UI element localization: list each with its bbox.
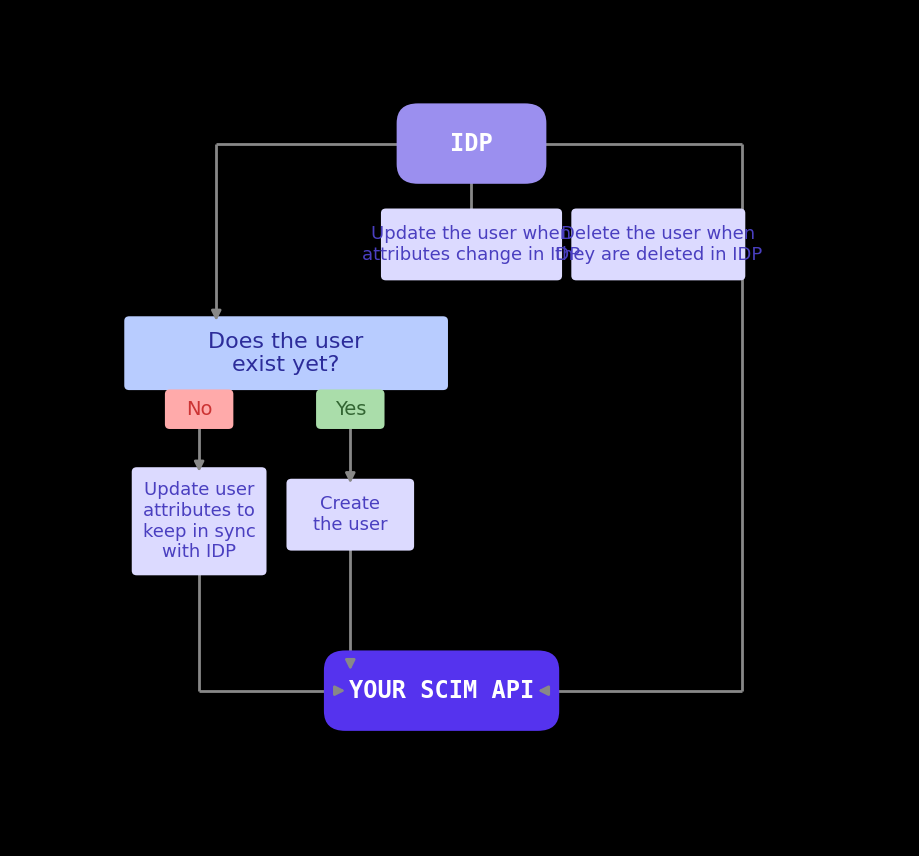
FancyBboxPatch shape bbox=[380, 209, 562, 281]
FancyBboxPatch shape bbox=[131, 467, 267, 575]
Text: Update user
attributes to
keep in sync
with IDP: Update user attributes to keep in sync w… bbox=[142, 481, 255, 562]
Text: Yes: Yes bbox=[335, 400, 366, 419]
FancyBboxPatch shape bbox=[286, 479, 414, 550]
FancyBboxPatch shape bbox=[165, 389, 233, 429]
Text: Create
the user: Create the user bbox=[312, 496, 387, 534]
Text: Update the user when
attributes change in IDP: Update the user when attributes change i… bbox=[362, 225, 580, 264]
Text: No: No bbox=[186, 400, 212, 419]
FancyBboxPatch shape bbox=[323, 651, 559, 731]
FancyBboxPatch shape bbox=[316, 389, 384, 429]
Text: Delete the user when
they are deleted in IDP: Delete the user when they are deleted in… bbox=[554, 225, 761, 264]
Text: IDP: IDP bbox=[449, 132, 493, 156]
Text: YOUR SCIM API: YOUR SCIM API bbox=[348, 679, 534, 703]
FancyBboxPatch shape bbox=[124, 316, 448, 390]
Text: Does the user
exist yet?: Does the user exist yet? bbox=[209, 331, 363, 375]
FancyBboxPatch shape bbox=[396, 104, 546, 184]
FancyBboxPatch shape bbox=[571, 209, 744, 281]
